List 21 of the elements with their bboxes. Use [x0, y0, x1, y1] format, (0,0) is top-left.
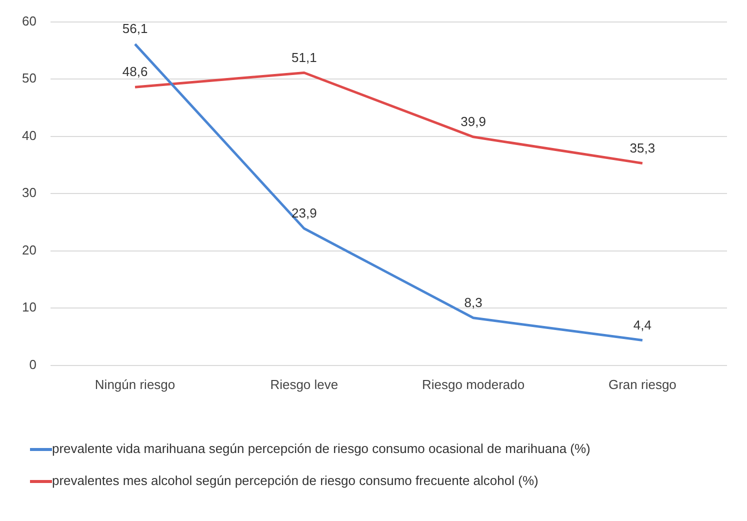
y-tick-label: 20 [22, 242, 36, 258]
y-tick-label: 60 [22, 13, 36, 28]
legend-label: prevalente vida marihuana según percepción de riesgo consumo ocasional de marihuana (%) [52, 440, 590, 458]
y-tick-label: 30 [22, 185, 36, 200]
x-tick-label: Riesgo moderado [422, 376, 525, 392]
legend-label: prevalentes mes alcohol según percepción de riesgo consumo frecuente alcohol (%) [52, 472, 538, 490]
data-label: 56,1 [122, 21, 148, 36]
y-tick-label: 40 [22, 128, 36, 143]
data-label: 51,1 [292, 50, 317, 65]
data-label: 35,3 [630, 140, 656, 156]
y-tick-label: 50 [22, 70, 36, 86]
x-tick-label: Gran riesgo [608, 376, 676, 392]
y-tick-label: 0 [29, 356, 36, 372]
data-label: 48,6 [122, 64, 148, 80]
data-label: 23,9 [292, 206, 317, 221]
data-label: 39,9 [460, 114, 486, 129]
x-tick-label: Riesgo leve [270, 376, 338, 392]
x-tick-label: Ningún riesgo [94, 376, 176, 392]
data-label: 8,3 [464, 294, 482, 310]
y-tick-label: 10 [22, 300, 36, 315]
data-label: 4,4 [633, 317, 652, 332]
